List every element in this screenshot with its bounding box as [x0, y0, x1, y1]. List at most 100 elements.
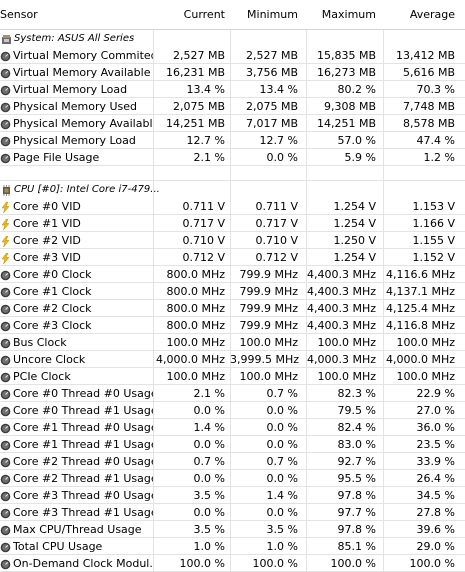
sensor-name: Physical Memory Used: [13, 100, 138, 113]
sensor-row[interactable]: Bus Clock 100.0 MHz 100.0 MHz 100.0 MHz 100.…: [0, 334, 465, 351]
sensor-name-cell: Core #2 VID: [0, 232, 153, 249]
minimum-value: 0.0 %: [266, 472, 298, 485]
minimum-value: 3.5 %: [266, 523, 298, 536]
sensor-name-cell: PCIe Clock: [0, 368, 153, 385]
gauge-icon: [0, 507, 11, 519]
gauge-icon: [0, 541, 11, 553]
current-value: 2,075 MB: [172, 100, 225, 113]
current-value: 1.4 %: [193, 421, 225, 434]
sensor-row[interactable]: Virtual Memory Load 13.4 % 13.4 % 80.2 % 70.…: [0, 81, 465, 98]
sensor-row[interactable]: Page File Usage 2.1 % 0.0 % 5.9 % 1.2 %: [0, 149, 465, 166]
sensor-row[interactable]: Core #2 Thread #0 Usage 0.7 % 0.7 % 92.7 % 3…: [0, 453, 465, 470]
sensor-row[interactable]: Core #0 Thread #1 Usage 0.0 % 0.0 % 79.5 % 2…: [0, 402, 465, 419]
sensor-row[interactable]: Core #2 VID 0.710 V 0.710 V 1.250 V 1.155 V: [0, 232, 465, 249]
column-divider: [306, 0, 307, 572]
minimum-value: 0.710 V: [255, 234, 298, 247]
sensor-row[interactable]: Core #3 Thread #0 Usage 3.5 % 1.4 % 97.8 % 3…: [0, 487, 465, 504]
sensor-name-cell: Bus Clock: [0, 334, 153, 351]
table-body: System: ASUS All Series Virtual Memory Co…: [0, 30, 465, 572]
memory-gauge-icon: [0, 84, 11, 96]
sensor-name-cell: Core #0 Thread #1 Usage: [0, 402, 153, 419]
current-value: 0.711 V: [182, 200, 225, 213]
column-header-current[interactable]: Current: [183, 8, 225, 21]
maximum-value: 100.0 MHz: [317, 336, 376, 349]
lightning-icon: [0, 218, 11, 231]
maximum-value: 15,835 MB: [316, 49, 376, 62]
sensor-row[interactable]: Virtual Memory Commited 2,527 MB 2,527 MB 1…: [0, 47, 465, 64]
gauge-icon: [0, 354, 11, 366]
current-value: 100.0 %: [179, 557, 225, 570]
sensor-row[interactable]: Core #0 Clock 800.0 MHz 799.9 MHz 4,400.3 M…: [0, 266, 465, 283]
sensor-name: Max CPU/Thread Usage: [13, 523, 142, 536]
sensor-name-cell: Core #0 Thread #0 Usage: [0, 385, 153, 402]
sensor-name: Core #1 Clock: [13, 285, 92, 298]
column-header-maximum[interactable]: Maximum: [321, 8, 376, 21]
gauge-icon: [0, 303, 11, 315]
sensor-name: Core #3 Thread #0 Usage: [13, 489, 153, 502]
sensor-row[interactable]: Core #0 Thread #0 Usage 2.1 % 0.7 % 82.3 % 2…: [0, 385, 465, 402]
sensor-row[interactable]: Physical Memory Available 14,251 MB 7,017 …: [0, 115, 465, 132]
sensor-row[interactable]: Core #2 Thread #1 Usage 0.0 % 0.0 % 95.5 % 2…: [0, 470, 465, 487]
sensor-row[interactable]: Core #3 Clock 800.0 MHz 799.9 MHz 4,400.3 M…: [0, 317, 465, 334]
gauge-icon: [0, 320, 11, 332]
sensor-group-header[interactable]: System: ASUS All Series: [0, 30, 465, 47]
sensor-name-cell: Physical Memory Available: [0, 115, 153, 132]
maximum-value: 16,273 MB: [316, 66, 376, 79]
current-value: 0.0 %: [193, 506, 225, 519]
average-value: 26.4 %: [416, 472, 455, 485]
sensor-name: Core #0 VID: [13, 200, 81, 213]
average-value: 1.155 V: [412, 234, 455, 247]
sensor-row[interactable]: Uncore Clock 4,000.0 MHz 3,999.5 MHz 4,000.…: [0, 351, 465, 368]
current-value: 14,251 MB: [165, 117, 225, 130]
sensor-row[interactable]: Virtual Memory Available 16,231 MB 3,756 M…: [0, 64, 465, 81]
sensor-row[interactable]: Core #1 Thread #0 Usage 1.4 % 0.0 % 82.4 % 3…: [0, 419, 465, 436]
sensor-row[interactable]: Physical Memory Load 12.7 % 12.7 % 57.0 % 47…: [0, 132, 465, 149]
sensor-name-cell: Core #0 Clock: [0, 266, 153, 283]
average-value: 27.0 %: [416, 404, 455, 417]
sensor-row[interactable]: Core #3 Thread #1 Usage 0.0 % 0.0 % 97.7 % 2…: [0, 504, 465, 521]
sensor-row[interactable]: Core #1 Clock 800.0 MHz 799.9 MHz 4,400.3 M…: [0, 283, 465, 300]
minimum-value: 2,527 MB: [245, 49, 298, 62]
sensor-name: Core #0 Thread #0 Usage: [13, 387, 153, 400]
column-header-sensor[interactable]: Sensor: [0, 8, 38, 21]
sensor-row[interactable]: Core #1 VID 0.717 V 0.717 V 1.254 V 1.166 V: [0, 215, 465, 232]
sensor-row[interactable]: Core #3 VID 0.712 V 0.712 V 1.254 V 1.152 V: [0, 249, 465, 266]
minimum-value: 0.7 %: [266, 455, 298, 468]
minimum-value: 100.0 %: [252, 557, 298, 570]
sensor-row[interactable]: Total CPU Usage 1.0 % 1.0 % 85.1 % 29.0 %: [0, 538, 465, 555]
sensor-row[interactable]: Core #2 Clock 800.0 MHz 799.9 MHz 4,400.3 M…: [0, 300, 465, 317]
average-value: 47.4 %: [416, 134, 455, 147]
maximum-value: 100.0 %: [330, 557, 376, 570]
sensor-row[interactable]: Core #1 Thread #1 Usage 0.0 % 0.0 % 83.0 % 2…: [0, 436, 465, 453]
sensor-name-cell: Virtual Memory Load: [0, 81, 153, 98]
sensor-row[interactable]: On-Demand Clock Modul... 100.0 % 100.0 % 10…: [0, 555, 465, 572]
sensor-name: Virtual Memory Available: [13, 66, 151, 79]
column-header-average[interactable]: Average: [409, 8, 455, 21]
column-header-minimum[interactable]: Minimum: [247, 8, 298, 21]
memory-gauge-icon: [0, 152, 11, 164]
sensor-name-cell: On-Demand Clock Modul...: [0, 555, 153, 572]
maximum-value: 1.254 V: [333, 251, 376, 264]
gauge-icon: [0, 388, 11, 400]
average-value: 4,116.8 MHz: [385, 319, 455, 332]
maximum-value: 57.0 %: [337, 134, 376, 147]
sensor-name: Page File Usage: [13, 151, 100, 164]
minimum-value: 1.4 %: [266, 489, 298, 502]
sensor-row[interactable]: Physical Memory Used 2,075 MB 2,075 MB 9,30…: [0, 98, 465, 115]
sensor-row[interactable]: PCIe Clock 100.0 MHz 100.0 MHz 100.0 MHz 100…: [0, 368, 465, 385]
average-value: 4,116.6 MHz: [385, 268, 455, 281]
current-value: 12.7 %: [186, 134, 225, 147]
sensor-group-header[interactable]: CPU [#0]: Intel Core i7-479...: [0, 181, 465, 198]
minimum-value: 100.0 MHz: [239, 336, 298, 349]
maximum-value: 79.5 %: [337, 404, 376, 417]
sensor-name-cell: Core #2 Thread #0 Usage: [0, 453, 153, 470]
sensor-row[interactable]: Max CPU/Thread Usage 3.5 % 3.5 % 97.8 % 39.6…: [0, 521, 465, 538]
current-value: 3.5 %: [193, 523, 225, 536]
cpu-chip-icon: [1, 184, 12, 196]
group-title: CPU [#0]: Intel Core i7-479...: [14, 184, 160, 195]
gauge-icon: [0, 286, 11, 298]
sensor-row[interactable]: Core #0 VID 0.711 V 0.711 V 1.254 V 1.153 V: [0, 198, 465, 215]
current-value: 800.0 MHz: [166, 268, 225, 281]
sensor-name: Total CPU Usage: [13, 540, 103, 553]
average-value: 27.8 %: [416, 506, 455, 519]
